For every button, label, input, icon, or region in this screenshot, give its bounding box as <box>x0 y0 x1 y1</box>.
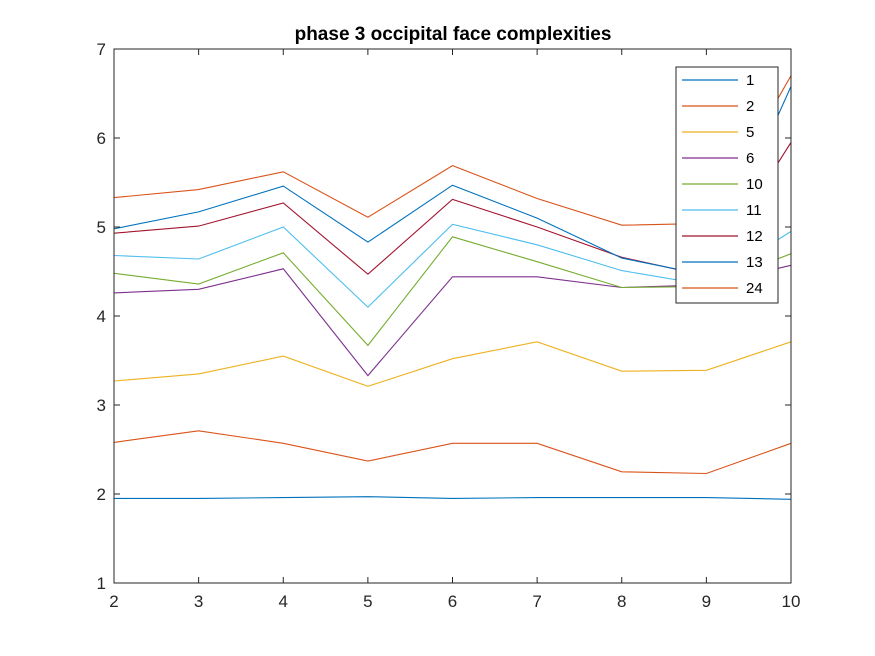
x-tick-label: 4 <box>279 592 288 611</box>
x-tick-label: 9 <box>702 592 711 611</box>
x-tick-label: 8 <box>617 592 626 611</box>
y-tick-label: 2 <box>97 485 106 504</box>
y-tick-label: 6 <box>97 129 106 148</box>
legend-label: 2 <box>746 98 754 115</box>
y-tick-label: 5 <box>97 218 106 237</box>
series-line-2 <box>113 430 792 475</box>
x-tick-label: 3 <box>194 592 203 611</box>
x-tick-label: 6 <box>448 592 457 611</box>
y-tick-label: 1 <box>97 574 106 593</box>
legend-label: 13 <box>746 254 763 271</box>
x-tick-label: 2 <box>109 592 118 611</box>
series-line-1 <box>114 496 792 500</box>
legend-label: 1 <box>746 72 754 89</box>
legend-label: 12 <box>746 228 763 245</box>
y-tick-label: 3 <box>97 396 106 415</box>
x-tick-label: 5 <box>363 592 372 611</box>
legend-label: 10 <box>746 176 763 193</box>
legend-label: 6 <box>746 150 754 167</box>
x-tick-label: 7 <box>532 592 541 611</box>
y-tick-label: 7 <box>97 40 106 59</box>
chart-title: phase 3 occipital face complexities <box>295 24 612 45</box>
series-line-5 <box>113 341 792 387</box>
legend-label: 24 <box>746 280 763 297</box>
legend-label: 5 <box>746 124 754 141</box>
legend-label: 11 <box>746 202 762 219</box>
legend-box <box>675 66 779 304</box>
y-tick-label: 4 <box>97 307 106 326</box>
x-tick-label: 10 <box>782 592 801 611</box>
